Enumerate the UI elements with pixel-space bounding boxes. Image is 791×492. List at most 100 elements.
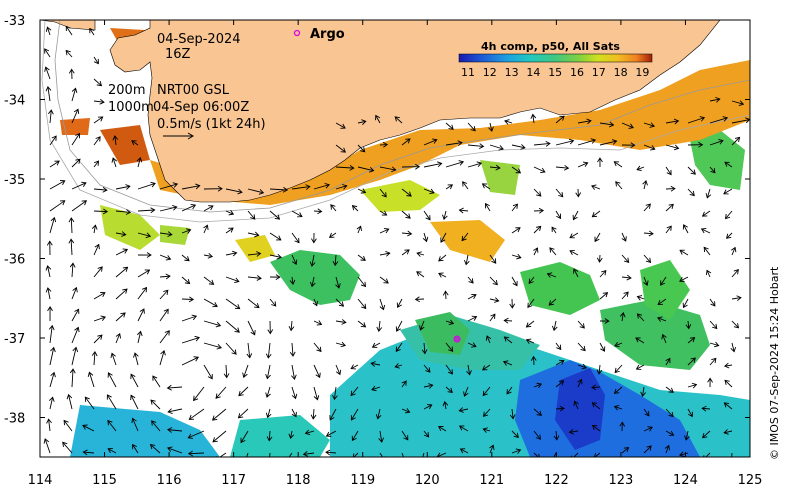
colorbar-tick-label: 19 xyxy=(635,66,649,79)
current-arrow xyxy=(442,400,449,410)
current-arrow xyxy=(423,404,433,410)
scale-arrow xyxy=(163,132,194,140)
current-arrow xyxy=(423,383,434,389)
current-arrow xyxy=(591,402,601,410)
current-arrow xyxy=(599,269,607,278)
current-arrow xyxy=(591,184,601,190)
current-arrow xyxy=(137,252,152,258)
current-arrow xyxy=(724,210,733,220)
current-arrow xyxy=(89,27,95,36)
colorbar-tick-label: 15 xyxy=(548,66,562,79)
current-arrow xyxy=(511,448,522,454)
current-arrow xyxy=(93,136,101,146)
current-arrow xyxy=(657,298,667,306)
current-arrow xyxy=(569,232,579,239)
current-arrow xyxy=(488,122,494,132)
current-arrow xyxy=(181,356,200,366)
current-arrow xyxy=(357,119,367,125)
current-arrow xyxy=(246,342,253,359)
current-arrow xyxy=(291,364,297,380)
current-arrow xyxy=(613,404,623,411)
current-arrow xyxy=(445,386,453,393)
current-arrow xyxy=(181,254,190,262)
current-arrow xyxy=(423,138,438,146)
colorbar-tick-label: 12 xyxy=(483,66,497,79)
current-arrow xyxy=(503,317,513,324)
current-arrow xyxy=(533,382,543,389)
current-arrow xyxy=(684,430,690,441)
current-arrow xyxy=(591,424,601,432)
current-arrow xyxy=(203,205,214,212)
current-arrow xyxy=(137,308,145,322)
current-arrow xyxy=(619,421,626,432)
current-arrow xyxy=(687,408,693,418)
current-arrow xyxy=(93,56,99,65)
y-tick-label: -35 xyxy=(4,173,25,188)
current-arrow xyxy=(49,180,66,190)
x-tick-label: 119 xyxy=(350,473,375,488)
current-arrow xyxy=(49,160,60,168)
current-arrow xyxy=(115,312,126,322)
current-arrow xyxy=(291,184,311,190)
current-arrow xyxy=(286,452,293,457)
current-arrow xyxy=(45,287,52,300)
current-arrow xyxy=(467,293,477,300)
current-arrow xyxy=(421,342,428,355)
legend-title: 4h comp, p50, All Sats xyxy=(481,40,620,53)
current-arrow xyxy=(136,156,143,168)
current-arrow xyxy=(266,430,273,442)
current-arrow xyxy=(150,399,161,410)
current-arrow xyxy=(106,394,117,410)
current-arrow xyxy=(93,160,100,168)
current-arrow xyxy=(533,188,542,197)
contour-label-200m: 200m xyxy=(108,83,145,98)
x-tick-label: 118 xyxy=(286,473,311,488)
current-arrow xyxy=(467,276,474,284)
current-arrow xyxy=(467,315,478,322)
current-arrow xyxy=(332,254,339,267)
current-arrow xyxy=(438,426,447,432)
current-arrow xyxy=(577,161,589,168)
current-arrow xyxy=(396,298,403,309)
current-arrow xyxy=(291,386,298,400)
current-arrow xyxy=(225,250,238,257)
current-arrow xyxy=(335,144,347,153)
current-arrow xyxy=(325,449,337,456)
current-arrow xyxy=(379,228,390,234)
current-arrow xyxy=(665,386,674,393)
current-arrow xyxy=(371,385,381,392)
current-arrow xyxy=(71,108,80,124)
current-arrow xyxy=(665,430,675,436)
current-arrow xyxy=(46,418,52,432)
current-arrow xyxy=(187,450,205,457)
current-arrow xyxy=(188,408,205,420)
current-arrow xyxy=(378,430,385,443)
current-arrow xyxy=(423,188,435,195)
current-arrow xyxy=(640,386,646,397)
current-arrow xyxy=(423,430,430,438)
current-arrow xyxy=(193,386,205,402)
current-arrow xyxy=(527,298,535,309)
current-arrow xyxy=(687,166,696,175)
current-arrow xyxy=(350,408,359,421)
current-arrow xyxy=(93,266,103,278)
current-arrow xyxy=(599,342,606,352)
current-arrow xyxy=(599,318,610,324)
current-arrow xyxy=(71,346,79,366)
current-arrow xyxy=(724,362,733,369)
current-arrow xyxy=(687,357,696,366)
argo-float-marker xyxy=(453,335,461,343)
current-arrow xyxy=(401,210,411,219)
current-arrow xyxy=(351,430,359,442)
current-arrow xyxy=(458,207,469,214)
current-arrow xyxy=(167,446,183,454)
current-arrow xyxy=(533,140,551,147)
current-arrow xyxy=(159,308,169,322)
contour-200m xyxy=(54,20,750,213)
current-arrow xyxy=(551,226,557,234)
current-arrow xyxy=(533,166,546,174)
map-time: 16Z xyxy=(165,47,191,62)
current-arrow xyxy=(731,269,739,278)
current-arrow xyxy=(291,254,298,265)
current-arrow xyxy=(700,228,711,234)
